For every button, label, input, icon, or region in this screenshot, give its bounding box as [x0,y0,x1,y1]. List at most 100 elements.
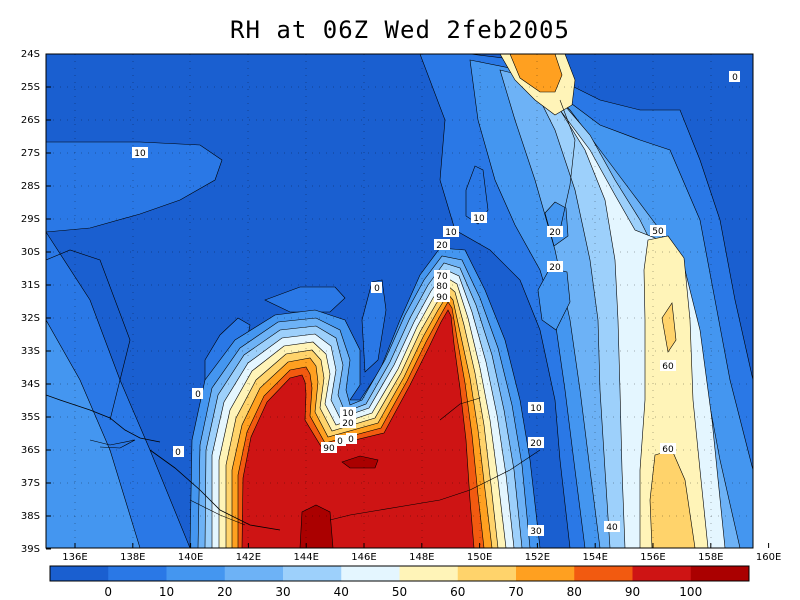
contour-label: 90 [434,291,450,303]
contour-label-text: 20 [530,439,542,449]
contour-label: 10 [443,226,459,238]
colorbar-label: 100 [679,585,702,599]
contour-label: 60 [660,360,676,372]
colorbar-swatch [574,566,633,581]
colorbar-label: 50 [392,585,407,599]
contour-label: 0 [173,446,184,458]
contour-label: 10 [528,402,544,414]
y-tick-label: 26S [21,115,40,126]
x-tick-label: 156E [640,552,665,563]
plot-frame [45,53,754,549]
colorbar-swatch [283,566,342,581]
colorbar-swatch [341,566,400,581]
colorbar-swatch [50,566,109,581]
y-tick-label: 39S [21,544,40,555]
contour-label-text: 10 [445,228,457,238]
colorbar-swatch [690,566,750,581]
contour-label: 20 [528,437,544,449]
contour-label-text: 0 [175,448,181,458]
colorbar-label: 40 [334,585,349,599]
colorbar-swatch [457,566,517,581]
contour-label-text: 40 [606,523,618,533]
region-small-blob-1 [264,286,346,313]
colorbar-swatch [516,566,575,581]
contour-labels: 10 0 0 0 10 20 20 10 20 70 60 80 90 0 10… [132,71,740,537]
contour-label-text: 80 [436,282,448,292]
x-tick-label: 136E [62,552,87,563]
region-small-blob-4 [465,165,489,225]
contour-label-text: 0 [374,284,380,294]
contour-label: 20 [547,261,563,273]
contour-label-text: 10 [342,409,354,419]
y-tick-label: 28S [21,181,40,192]
contour-label-text: 10 [530,404,542,414]
y-tick-label: 30S [21,247,40,258]
y-tick-label: 35S [21,412,40,423]
region-east-60-small [661,302,677,353]
contour-field [46,54,753,548]
contour-label: 10 [471,212,487,224]
y-tick-label: 36S [21,445,40,456]
contour-label-text: 70 [436,272,448,282]
y-tick-label: 29S [21,214,40,225]
x-tick-label: 150E [467,552,492,563]
region-west-20 [46,319,141,548]
contour-label-text: 60 [662,362,674,372]
x-tick-label: 148E [409,552,434,563]
contour-label: 60 [660,443,676,455]
contour-label: 30 [528,525,544,537]
x-tick-label: 152E [525,552,550,563]
contour-label: 40 [604,521,620,533]
contour-label-text: 20 [342,419,354,429]
colorbar-label: 90 [625,585,640,599]
x-tick-label: 142E [236,552,261,563]
y-tick-label: 38S [21,511,40,522]
contour-label: 10 [340,407,356,419]
contour-label-text: 0 [337,437,343,447]
colorbar-swatch [224,566,284,581]
colorbar-label: 60 [450,585,465,599]
map-title: RH at 06Z Wed 2feb2005 [230,16,570,44]
contour-label-text: 90 [436,293,448,303]
x-tick-label: 138E [120,552,145,563]
contour-label-text: 20 [436,241,448,251]
y-tick-label: 33S [21,346,40,357]
colorbar-swatch [399,566,459,581]
moisture-tongue [189,247,541,548]
colorbar-label: 0 [104,585,112,599]
contour-label: 0 [192,388,203,400]
contour-label-text: 60 [662,445,674,455]
contour-lines-extra [46,99,576,526]
contour-label: 90 [321,442,337,454]
y-tick-label: 32S [21,313,40,324]
coastline [46,394,281,531]
colorbar-label: 30 [275,585,290,599]
colorbar-swatch [108,566,167,581]
x-tick-label: 140E [178,552,203,563]
contour-label-text: 10 [473,214,485,224]
contour-label-text: 10 [134,149,146,159]
colorbar-frame [49,565,750,582]
contour-label-text: 0 [732,73,738,83]
colorbar: 0 10 20 30 40 50 60 70 80 90 100 [49,565,750,599]
contour-label: 0 [346,433,357,445]
colorbar-swatch [166,566,226,581]
contour-label: 0 [335,435,346,447]
contour-label: 20 [340,417,356,429]
contour-label: 50 [650,225,666,237]
y-tick-label: 37S [21,478,40,489]
y-tick-label: 24S [21,49,40,60]
x-tick-label: 154E [582,552,607,563]
colorbar-label: 20 [217,585,232,599]
contour-label: 0 [371,282,382,294]
contour-label: 0 [729,71,740,83]
contour-label-text: 0 [348,435,354,445]
contour-label: 20 [547,226,563,238]
colorbar-swatch [632,566,692,581]
contour-label-text: 90 [323,444,335,454]
colorbar-label: 80 [567,585,582,599]
region-north-70 [509,54,563,93]
x-tick-label: 146E [351,552,376,563]
contour-label: 10 [132,147,148,159]
